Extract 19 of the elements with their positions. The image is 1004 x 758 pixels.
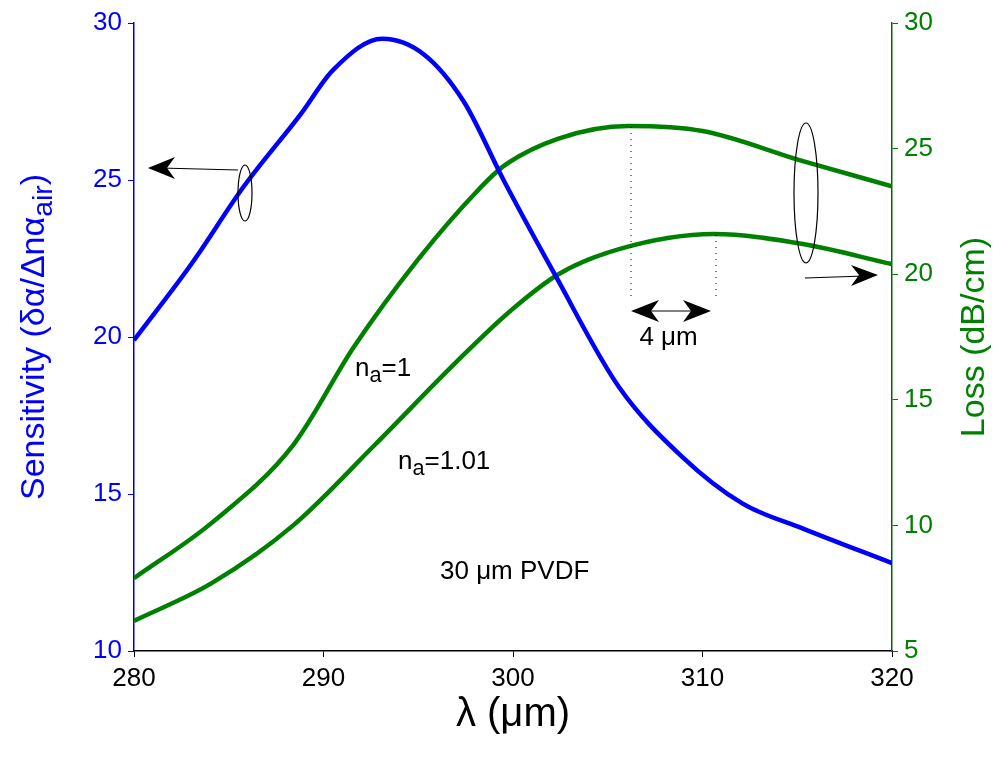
y-tick-label: 25 xyxy=(93,163,122,194)
x-tick-label: 300 xyxy=(491,661,535,692)
x-tick-label: 290 xyxy=(301,661,346,692)
y2-tick-label: 25 xyxy=(904,131,933,162)
y2-tick-label: 20 xyxy=(904,257,933,288)
y-tick-label: 15 xyxy=(93,477,122,508)
y2-tick-label: 30 xyxy=(904,6,933,37)
annotation: n$_{a}$=1.01 xyxy=(398,445,491,482)
annotation: 30 μm PVDF xyxy=(440,555,590,586)
y2-axis-title: Loss (dB/cm) xyxy=(952,236,992,438)
y-tick-label: 30 xyxy=(93,6,122,37)
x-tick-label: 310 xyxy=(680,661,725,692)
annotation: n$_{a}$=1 xyxy=(355,352,412,389)
x-axis-title: λ (μm) xyxy=(455,690,571,735)
annotation: 4 μm xyxy=(639,321,698,352)
y-tick-label: 20 xyxy=(93,320,122,351)
y2-tick-label: 15 xyxy=(904,382,933,413)
line-series xyxy=(134,231,892,624)
y2-tick-label: 10 xyxy=(904,508,933,539)
